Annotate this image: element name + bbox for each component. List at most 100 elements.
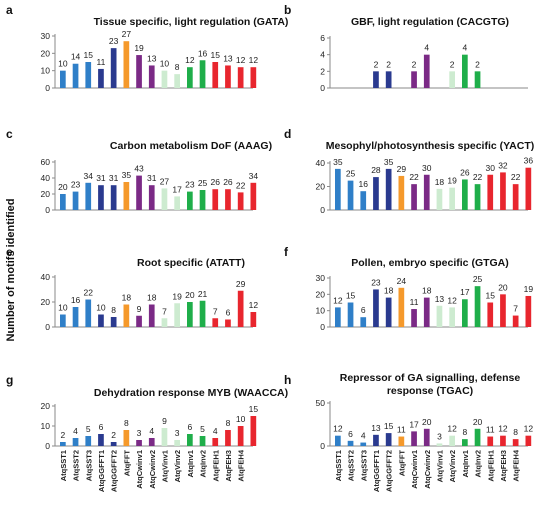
bar	[500, 294, 506, 327]
bar-value-label: 4	[462, 43, 467, 53]
bar	[385, 71, 392, 88]
bar	[436, 305, 443, 327]
bar-value-label: 15	[211, 50, 221, 60]
bar	[474, 71, 481, 88]
panel-title: Repressor of GA signalling, defense	[340, 372, 521, 384]
bar	[487, 436, 494, 446]
bar	[385, 433, 392, 446]
bar-value-label: 22	[236, 180, 246, 190]
bar	[72, 307, 79, 327]
bar	[411, 431, 417, 446]
panel-title: Dehydration response MYB (WAACCA)	[94, 387, 288, 399]
bar	[250, 67, 257, 88]
x-tick-label: AtqSST3	[359, 450, 368, 481]
bar	[110, 442, 117, 446]
bar	[462, 299, 468, 327]
bar-value-label: 16	[71, 295, 81, 305]
bar	[360, 442, 367, 446]
y-tick-label: 40	[41, 272, 51, 282]
y-tick-label: 20	[41, 297, 51, 307]
bar-value-label: 19	[172, 291, 182, 301]
y-tick-label: 10	[41, 421, 51, 431]
bar-value-label: 11	[410, 297, 419, 307]
bar-value-label: 5	[86, 424, 91, 434]
bar	[525, 435, 532, 446]
bar	[85, 62, 92, 88]
y-tick-label: 6	[320, 33, 325, 43]
panel-title: Carbon metabolism DoF (AAAG)	[110, 140, 272, 152]
bar-value-label: 4	[149, 426, 154, 436]
bar-value-label: 31	[109, 173, 119, 183]
bar-value-label: 12	[524, 424, 534, 434]
bar-value-label: 3	[137, 428, 142, 438]
bar	[199, 60, 206, 88]
bar-value-label: 12	[249, 300, 259, 310]
bar-value-label: 25	[198, 178, 208, 188]
bar-value-label: 20	[185, 290, 195, 300]
y-tick-label: 20	[41, 401, 51, 411]
bar-value-label: 9	[162, 416, 167, 426]
bar-value-label: 23	[185, 180, 195, 190]
panel-f: f Pollen, embryo specific (GTGA) 0 10 20 30 12…	[284, 245, 533, 332]
bar-value-label: 13	[435, 294, 445, 304]
bar	[72, 191, 79, 210]
bar-value-label: 23	[109, 36, 119, 46]
y-tick-label: 40	[316, 158, 326, 168]
bar	[411, 309, 417, 327]
bar-value-label: 26	[460, 167, 470, 177]
panel-h: h Repressor of GA signalling, defenseresp…	[284, 372, 533, 492]
bar-value-label: 13	[371, 423, 381, 433]
bar-value-label: 23	[71, 180, 81, 190]
bar	[449, 307, 455, 327]
bar-value-label: 6	[226, 308, 231, 318]
bar-value-label: 2	[60, 430, 65, 440]
bar	[423, 54, 430, 88]
y-tick-label: 0	[320, 322, 325, 332]
x-tick-label: AtqFEH1	[211, 450, 220, 482]
bar	[474, 286, 481, 327]
x-tick-label: AtqVinv2	[173, 450, 182, 482]
bar-value-label: 34	[84, 171, 94, 181]
bar-value-label: 8	[462, 427, 467, 437]
bar	[423, 428, 430, 446]
y-tick-label: 30	[316, 273, 326, 283]
bar	[225, 65, 231, 88]
title-rest-part: , light regulation (CACGTG)	[372, 16, 509, 28]
bar	[398, 175, 405, 210]
y-tick-label: 0	[320, 83, 325, 93]
bar-value-label: 10	[160, 59, 170, 69]
bar-value-label: 7	[162, 306, 167, 316]
bar	[148, 304, 155, 327]
title-bold-part: GBF	[351, 16, 374, 28]
panel-letter: g	[6, 373, 13, 387]
bar-value-label: 35	[333, 157, 343, 167]
x-tick-label: AtqGGFFT2	[385, 450, 394, 492]
bar	[237, 192, 244, 210]
bar-value-label: 9	[137, 304, 142, 314]
bar	[250, 312, 257, 327]
bar	[136, 315, 142, 327]
y-tick-label: 20	[41, 48, 51, 58]
x-tick-label: AtqInv1	[186, 450, 195, 478]
bar-value-label: 16	[359, 179, 369, 189]
panel-title: Pollen, embryo specific (GTGA)	[351, 257, 509, 269]
bar	[462, 179, 468, 210]
bar	[462, 54, 468, 88]
bar	[225, 189, 231, 210]
bar-value-label: 18	[384, 286, 394, 296]
bar-value-label: 8	[175, 62, 180, 72]
x-tick-label: AtqFEH4	[512, 449, 521, 481]
bar	[373, 434, 379, 446]
bar	[398, 287, 405, 327]
bar-value-label: 18	[122, 293, 132, 303]
panel-title: Tissue specific, light regulation (GATA)	[94, 16, 289, 28]
y-tick-label: 0	[45, 322, 50, 332]
bar	[60, 314, 66, 327]
bar	[225, 319, 231, 327]
bar-value-label: 19	[524, 284, 534, 294]
bar	[512, 315, 519, 327]
bar	[237, 426, 244, 446]
bar-value-label: 34	[249, 171, 259, 181]
bar	[72, 63, 79, 88]
bar	[373, 177, 379, 210]
